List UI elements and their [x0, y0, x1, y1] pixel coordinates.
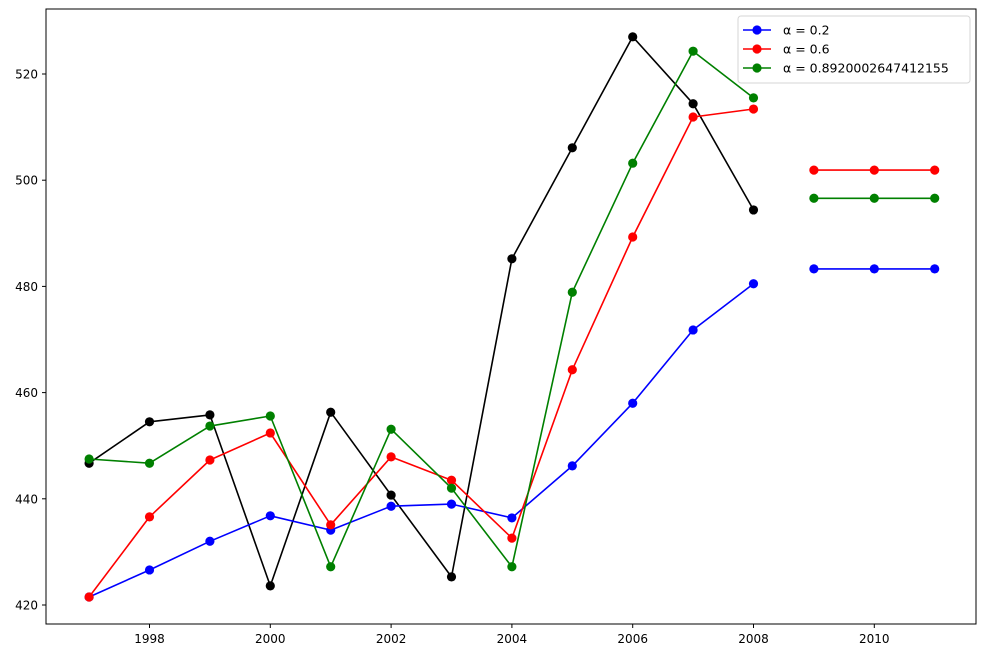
series-3 — [84, 46, 759, 572]
data-point-marker — [205, 455, 215, 465]
data-point-marker — [688, 99, 698, 109]
data-point-marker — [507, 533, 517, 543]
data-point-marker — [386, 424, 396, 434]
data-point-marker — [446, 475, 457, 485]
series-0 — [84, 32, 759, 591]
data-point-marker — [265, 411, 275, 421]
data-point-marker — [326, 562, 336, 572]
data-point-marker — [688, 112, 698, 122]
data-point-marker — [84, 592, 94, 602]
series-6 — [809, 193, 940, 203]
data-point-marker — [144, 565, 155, 575]
data-point-marker — [628, 398, 638, 408]
series-1 — [84, 279, 759, 602]
data-point-marker — [628, 158, 638, 168]
legend: α = 0.2 α = 0.6 α = 0.8920002647412155 — [737, 15, 971, 84]
series-5 — [809, 165, 940, 175]
legend-label: α = 0.6 — [783, 42, 830, 57]
data-point-marker — [265, 428, 275, 438]
data-point-marker — [930, 165, 940, 175]
data-point-marker — [144, 417, 155, 427]
x-axis: 1998 2000 2002 2004 2006 2008 2010 — [134, 624, 890, 646]
x-tick-label: 2008 — [738, 632, 769, 646]
legend-items: α = 0.2 α = 0.6 α = 0.8920002647412155 — [743, 23, 949, 76]
series-line — [88, 283, 754, 598]
x-tick-label: 1998 — [134, 632, 165, 646]
x-tick-label: 2006 — [617, 632, 648, 646]
series-line — [88, 108, 754, 598]
data-point-marker — [446, 572, 457, 582]
legend-item: α = 0.6 — [743, 42, 830, 57]
data-point-marker — [748, 205, 759, 215]
legend-box — [737, 15, 971, 84]
data-point-marker — [567, 143, 577, 153]
legend-item: α = 0.8920002647412155 — [743, 61, 949, 76]
x-tick-label: 2004 — [497, 632, 528, 646]
y-tick-label: 460 — [15, 386, 38, 400]
data-point-marker — [930, 264, 940, 274]
legend-label: α = 0.8920002647412155 — [783, 61, 949, 76]
plot-frame — [45, 8, 977, 625]
data-point-marker — [446, 499, 457, 509]
data-point-marker — [326, 520, 336, 530]
y-axis: 420 440 460 480 500 520 — [15, 68, 46, 613]
data-point-marker — [930, 193, 940, 203]
data-point-marker — [507, 562, 517, 572]
data-point-marker — [809, 165, 819, 175]
x-tick-label: 2002 — [376, 632, 407, 646]
data-point-marker — [205, 536, 215, 546]
data-point-marker — [386, 501, 396, 511]
data-point-marker — [688, 46, 698, 56]
data-point-marker — [869, 193, 879, 203]
data-point-marker — [205, 421, 215, 431]
data-point-marker — [748, 279, 759, 289]
y-tick-label: 420 — [15, 599, 38, 613]
data-point-marker — [688, 325, 698, 335]
data-point-marker — [869, 264, 879, 274]
series-4 — [809, 264, 940, 274]
legend-label: α = 0.2 — [783, 23, 830, 38]
y-tick-label: 440 — [15, 492, 38, 506]
data-point-marker — [446, 483, 457, 493]
data-point-marker — [144, 512, 155, 522]
series-line — [88, 35, 755, 587]
y-tick-label: 520 — [15, 68, 38, 82]
data-point-marker — [205, 410, 215, 420]
data-point-marker — [386, 490, 396, 500]
data-point-marker — [567, 365, 577, 375]
data-point-marker — [748, 104, 759, 114]
data-point-marker — [326, 407, 336, 417]
data-point-marker — [869, 165, 879, 175]
data-point-marker — [567, 287, 577, 297]
data-point-marker — [628, 232, 638, 242]
data-point-marker — [265, 511, 275, 521]
y-tick-label: 500 — [15, 174, 38, 188]
data-point-marker — [809, 193, 819, 203]
data-point-marker — [386, 452, 396, 462]
series-line — [89, 50, 754, 568]
data-point-marker — [507, 513, 517, 523]
data-point-marker — [84, 454, 94, 464]
data-point-marker — [507, 254, 517, 264]
series-layer — [84, 32, 940, 602]
data-point-marker — [748, 93, 759, 103]
data-point-marker — [144, 458, 155, 468]
legend-marker-icon — [752, 63, 762, 73]
x-tick-label: 2000 — [255, 632, 286, 646]
data-point-marker — [567, 461, 577, 471]
series-2 — [84, 104, 759, 602]
data-point-marker — [809, 264, 819, 274]
data-point-marker — [628, 32, 638, 42]
legend-marker-icon — [752, 44, 762, 54]
y-tick-label: 480 — [15, 280, 38, 294]
legend-marker-icon — [752, 25, 762, 35]
x-tick-label: 2010 — [859, 632, 890, 646]
legend-item: α = 0.2 — [743, 23, 830, 38]
data-point-marker — [265, 581, 275, 591]
